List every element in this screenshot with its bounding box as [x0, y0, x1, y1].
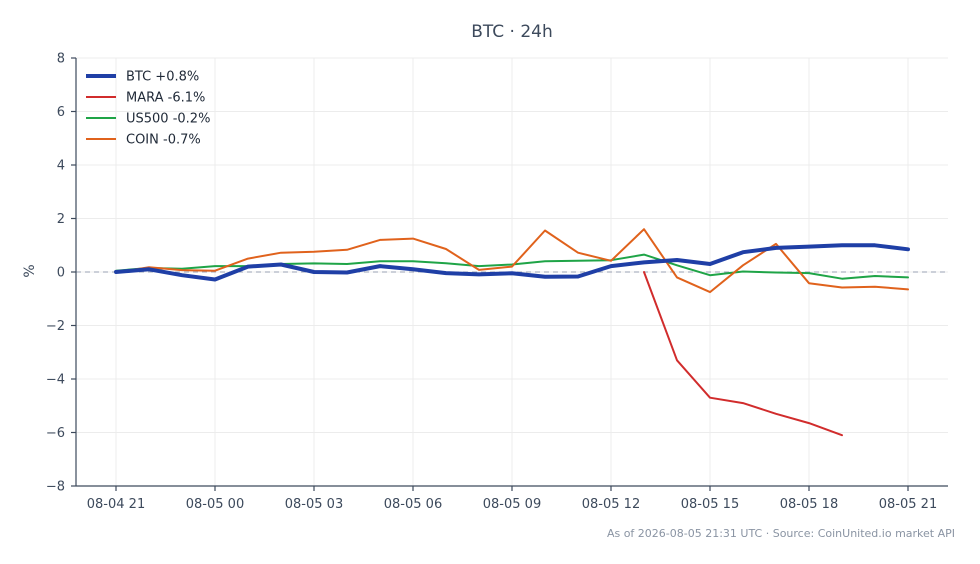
series-lines: [114, 228, 910, 437]
y-tick-label: −6: [46, 426, 65, 441]
x-tick-label: 08-05 18: [780, 497, 838, 512]
y-axis-label: %: [22, 264, 38, 277]
legend-label-btc: BTC +0.8%: [126, 70, 199, 85]
y-axis-ticks: −8 −6 −4 −2 0 2 4 6 8: [46, 52, 76, 495]
x-axis-ticks: 08-04 21 08-05 00 08-05 03 08-05 06 08-05 09…: [87, 486, 937, 512]
x-tick-label: 08-05 00: [186, 497, 244, 512]
x-tick-label: 08-05 03: [285, 497, 343, 512]
chart-title: BTC · 24h: [471, 22, 553, 42]
legend: BTC +0.8% MARA -6.1% US500 -0.2% COIN -0.7%: [86, 70, 210, 148]
y-tick-label: 4: [57, 159, 65, 174]
y-tick-label: 0: [57, 266, 65, 281]
series-line-btc: [114, 243, 910, 282]
x-tick-label: 08-05 15: [681, 497, 739, 512]
x-tick-label: 08-04 21: [87, 497, 145, 512]
y-tick-label: 2: [57, 212, 65, 227]
series-line-mara: [643, 271, 843, 437]
x-tick-label: 08-05 12: [582, 497, 640, 512]
y-tick-label: 8: [57, 52, 65, 67]
series-line-coin: [115, 228, 909, 294]
legend-label-mara: MARA -6.1%: [126, 91, 205, 106]
x-tick-label: 08-05 21: [879, 497, 937, 512]
y-tick-label: −2: [46, 319, 65, 334]
x-tick-label: 08-05 09: [483, 497, 541, 512]
x-tick-label: 08-05 06: [384, 497, 442, 512]
footer-source: As of 2026-08-05 21:31 UTC · Source: Coi…: [607, 527, 955, 540]
y-tick-label: −8: [46, 480, 65, 495]
y-tick-label: 6: [57, 105, 65, 120]
legend-label-coin: COIN -0.7%: [126, 133, 201, 148]
y-tick-label: −4: [46, 373, 65, 388]
legend-label-us500: US500 -0.2%: [126, 112, 210, 127]
